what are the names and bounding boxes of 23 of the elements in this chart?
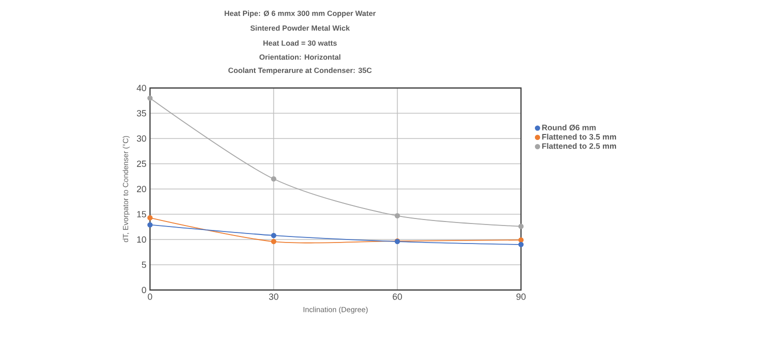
x-tick-label: 60 (392, 294, 402, 300)
y-tick-label: 20 (136, 186, 146, 192)
point (147, 95, 153, 101)
x-tick-label: 90 (516, 294, 526, 300)
point (147, 215, 153, 220)
point (518, 237, 524, 243)
x-tick-label: 30 (269, 294, 278, 300)
point (394, 213, 400, 218)
y-tick-label: 35 (136, 110, 146, 116)
point (147, 222, 153, 228)
y-tick-label: 30 (136, 135, 146, 142)
point (271, 232, 276, 238)
y-tick-label: 0 (142, 286, 146, 294)
y-tick-label: 15 (137, 211, 146, 218)
y-tick-label: 25 (136, 160, 146, 167)
point (271, 238, 276, 244)
point (271, 176, 276, 182)
y-tick-label: 5 (142, 262, 146, 268)
point (518, 242, 524, 248)
y-tick-label: 10 (137, 236, 146, 243)
y-tick-label: 40 (136, 84, 146, 92)
x-tick-label: 0 (148, 294, 152, 300)
point (518, 224, 524, 230)
